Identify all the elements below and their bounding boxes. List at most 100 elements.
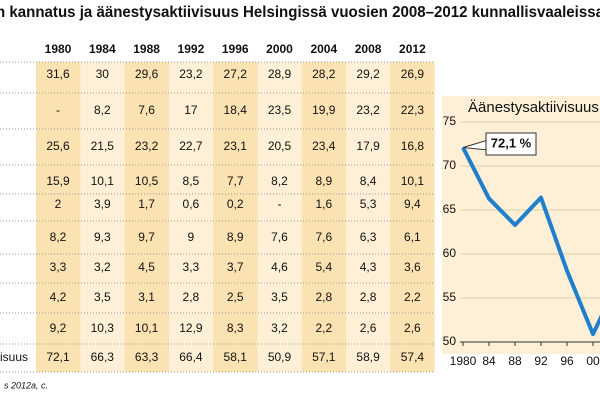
title: n kannatus ja äänestysaktiivisuus Helsin…	[0, 4, 600, 21]
table-cell: 26,9	[401, 67, 425, 81]
column-shade	[213, 62, 258, 372]
table-cell: 10,1	[135, 321, 159, 335]
table-cell: 3,3	[50, 260, 67, 274]
table-cell: 9,7	[138, 230, 155, 244]
header-cell: 1988	[133, 42, 160, 56]
table-cell: 7,6	[271, 230, 288, 244]
table-cell: -	[278, 197, 282, 211]
table-cell: 23,2	[179, 67, 203, 81]
column-shade	[124, 62, 169, 372]
table-cell: 1,6	[315, 197, 332, 211]
table-cell: 57,4	[401, 350, 425, 364]
table-cell: 2,6	[404, 321, 421, 335]
table-cell: 22,3	[401, 103, 425, 117]
table-cell: 23,5	[268, 103, 292, 117]
table-cell: 8,3	[227, 321, 244, 335]
table-cell: -	[56, 103, 60, 117]
table-cell: 2,5	[227, 290, 244, 304]
table-cell: 30	[96, 67, 110, 81]
table-cell: 10,5	[135, 174, 159, 188]
table-cell: 23,4	[312, 139, 336, 153]
x-tick-label: 84	[482, 354, 496, 368]
table-cell: 66,4	[179, 350, 203, 364]
table-cell: 28,9	[268, 67, 292, 81]
table-cell: 3,7	[227, 260, 244, 274]
header-bg	[0, 38, 436, 62]
table-cell: 28,2	[312, 67, 336, 81]
table-cell: 2,8	[183, 290, 200, 304]
table-cell: 20,5	[268, 139, 292, 153]
header-cell: 2004	[310, 42, 337, 56]
table-cell: 3,1	[138, 290, 155, 304]
table-cell: 7,6	[315, 230, 332, 244]
x-tick-label: 1980	[450, 354, 477, 368]
table-cell: 1,7	[138, 197, 155, 211]
table-cell: 58,9	[356, 350, 380, 364]
header-cell: 2000	[266, 42, 293, 56]
table-cell: 25,6	[46, 139, 70, 153]
table-cell: 4,2	[50, 290, 67, 304]
table-cell: 3,9	[94, 197, 111, 211]
table-cell: 10,1	[91, 174, 115, 188]
table-cell: 0,2	[227, 197, 244, 211]
table-cell: 2	[55, 197, 62, 211]
y-tick-label: 75	[443, 114, 457, 128]
line	[461, 146, 600, 337]
row-label: isuus	[0, 350, 28, 364]
column-shade	[301, 62, 347, 372]
table-cell: 8,9	[227, 230, 244, 244]
table-cell: 9,2	[50, 321, 67, 335]
x-tick-label: 92	[534, 354, 548, 368]
table-cell: 15,9	[46, 174, 70, 188]
header-cell: 1996	[222, 42, 249, 56]
table-cell: 8,2	[271, 174, 288, 188]
table-cell: 8,2	[94, 103, 111, 117]
table-cell: 9,4	[404, 197, 421, 211]
table-cell: 8,2	[50, 230, 67, 244]
table-cell: 72,1	[46, 350, 70, 364]
table-cell: 63,3	[135, 350, 159, 364]
table-cell: 21,5	[91, 139, 115, 153]
table-cell: 6,3	[360, 230, 377, 244]
table-cell: 4,5	[138, 260, 155, 274]
x-tick-label: 88	[508, 354, 522, 368]
chart-title: Äänestysaktiivisuus,	[468, 99, 600, 116]
table-cell: 8,5	[183, 174, 200, 188]
table-cell: 8,9	[315, 174, 332, 188]
table-cell: 9,3	[94, 230, 111, 244]
table-cell: 0,6	[183, 197, 200, 211]
table-cell: 3,6	[404, 260, 421, 274]
table-cell: 2,6	[360, 321, 377, 335]
table-cell: 27,2	[224, 67, 248, 81]
table-cell: 23,2	[135, 139, 159, 153]
header-cell: 1992	[178, 42, 205, 56]
table-cell: 2,2	[404, 290, 421, 304]
table-cell: 4,3	[360, 260, 377, 274]
header-cell: 1980	[45, 42, 72, 56]
table-cell: 29,6	[135, 67, 159, 81]
table-cell: 4,6	[271, 260, 288, 274]
table-cell: 12,9	[179, 321, 203, 335]
table-cell: 3,2	[94, 260, 111, 274]
table-cell: 50,9	[268, 350, 292, 364]
table-cell: 22,7	[179, 139, 203, 153]
table-cell: 23,2	[356, 103, 380, 117]
header-cell: 1984	[89, 42, 116, 56]
y-tick-label: 50	[443, 334, 457, 348]
table-cell: 57,1	[312, 350, 336, 364]
table-cell: 2,2	[315, 321, 332, 335]
annotation-box	[485, 132, 537, 156]
table-cell: 3,5	[271, 290, 288, 304]
table-cell: 3,3	[183, 260, 200, 274]
table-cell: 2,8	[315, 290, 332, 304]
column-shade	[390, 62, 435, 372]
table-cell: 2,8	[360, 290, 377, 304]
table-cell: 10,3	[91, 321, 115, 335]
source: s 2012a, c.	[4, 380, 48, 390]
table-cell: 7,6	[138, 103, 155, 117]
table-cell: 17	[184, 103, 198, 117]
table-cell: 7,7	[227, 174, 244, 188]
y-tick-label: 65	[443, 202, 457, 216]
table-cell: 58,1	[224, 350, 248, 364]
table-cell: 17,9	[356, 139, 380, 153]
